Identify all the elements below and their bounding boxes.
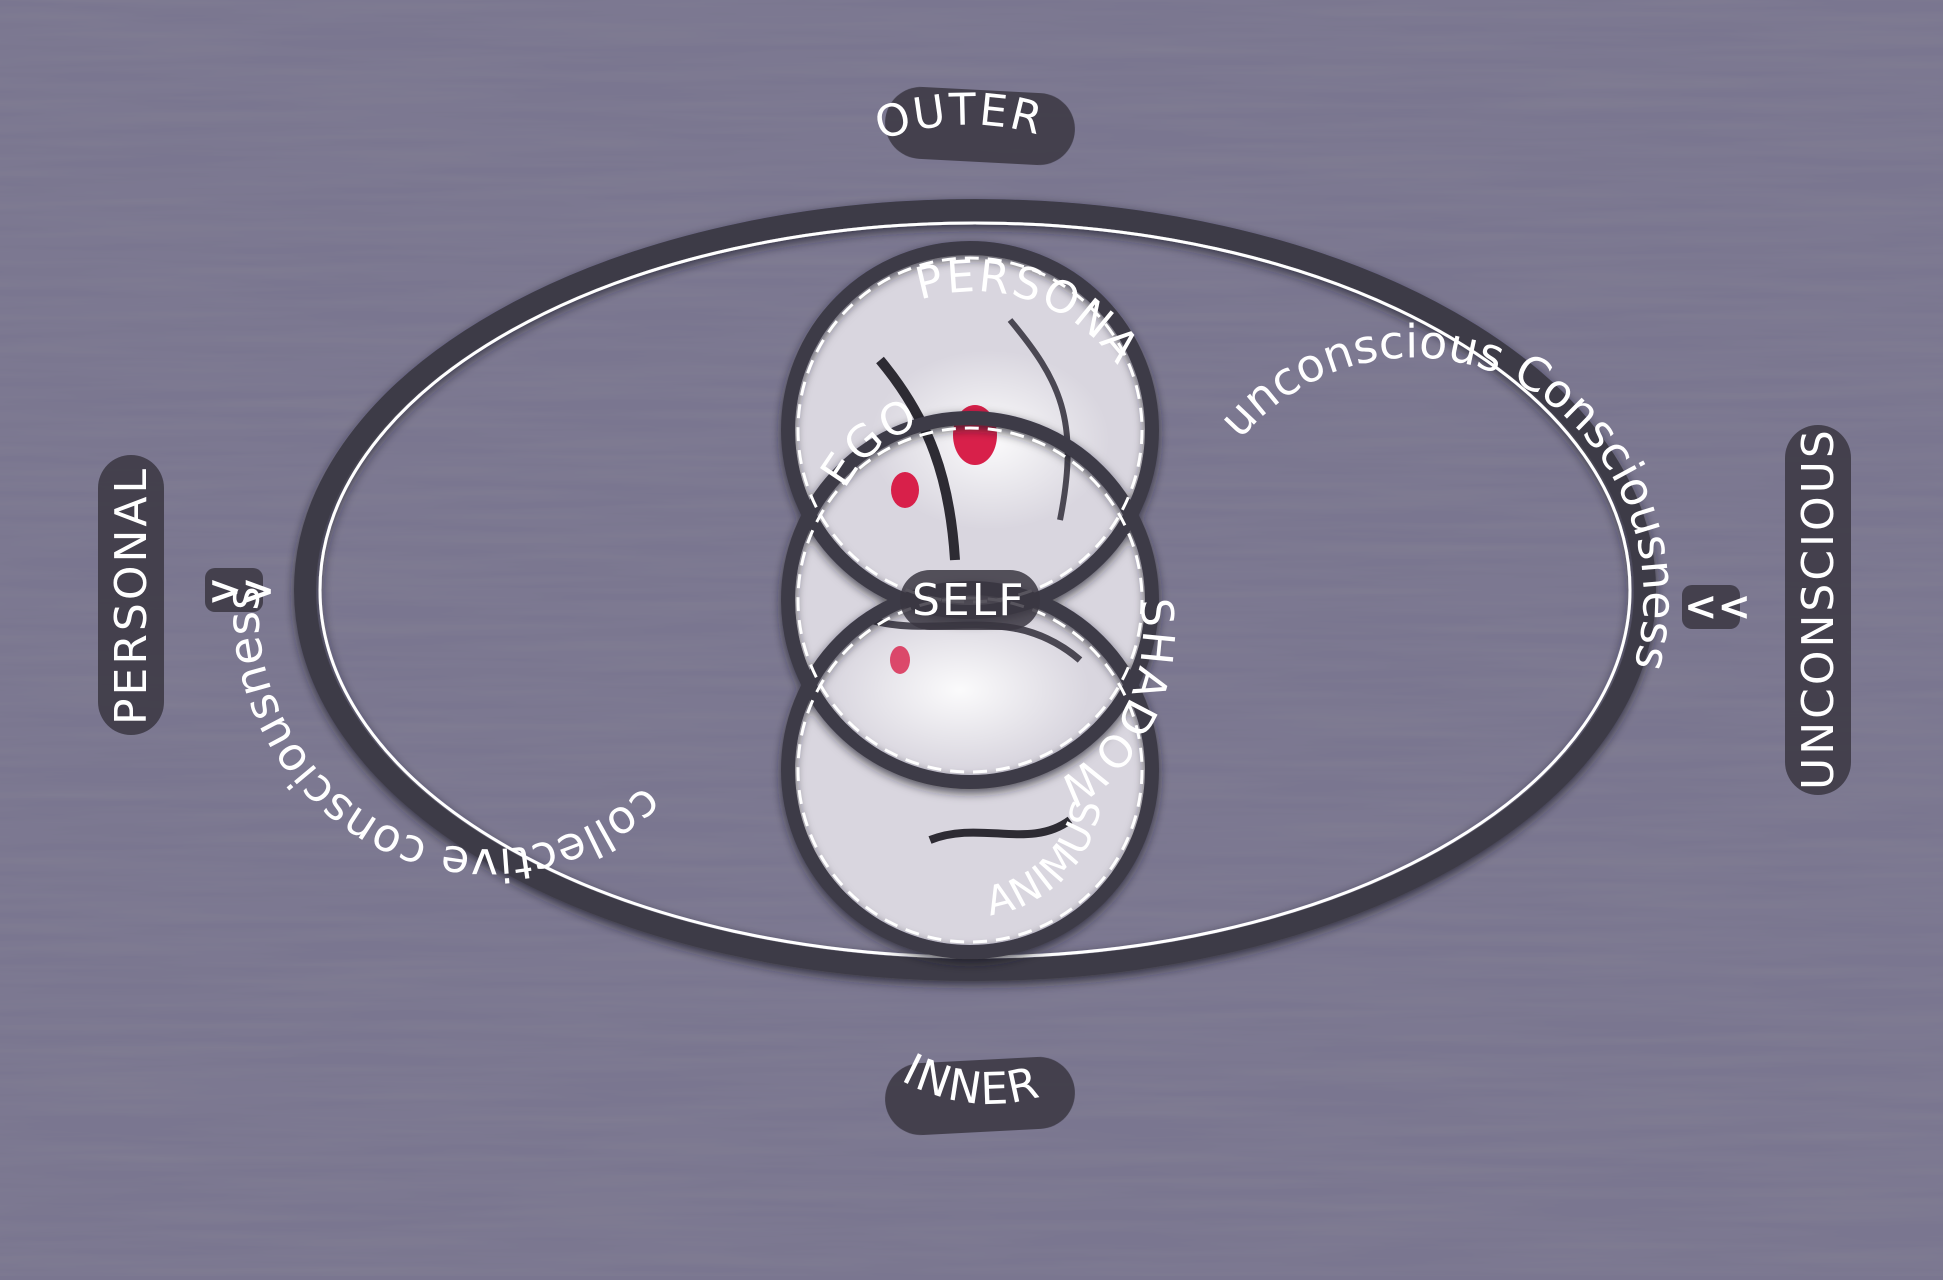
accent-mark <box>890 646 910 674</box>
label-backings <box>98 86 1851 1136</box>
central-imagery <box>795 255 1145 945</box>
arrow-right-icon: >> <box>208 568 275 614</box>
label-self: SELF <box>912 575 1026 626</box>
self-circle <box>781 411 1159 789</box>
label-personal: PERSONAL <box>106 466 157 725</box>
label-unconscious: UNCONSCIOUS <box>1793 427 1844 790</box>
arrow-left-icon: << <box>1684 584 1751 630</box>
accent-mark <box>891 472 919 508</box>
